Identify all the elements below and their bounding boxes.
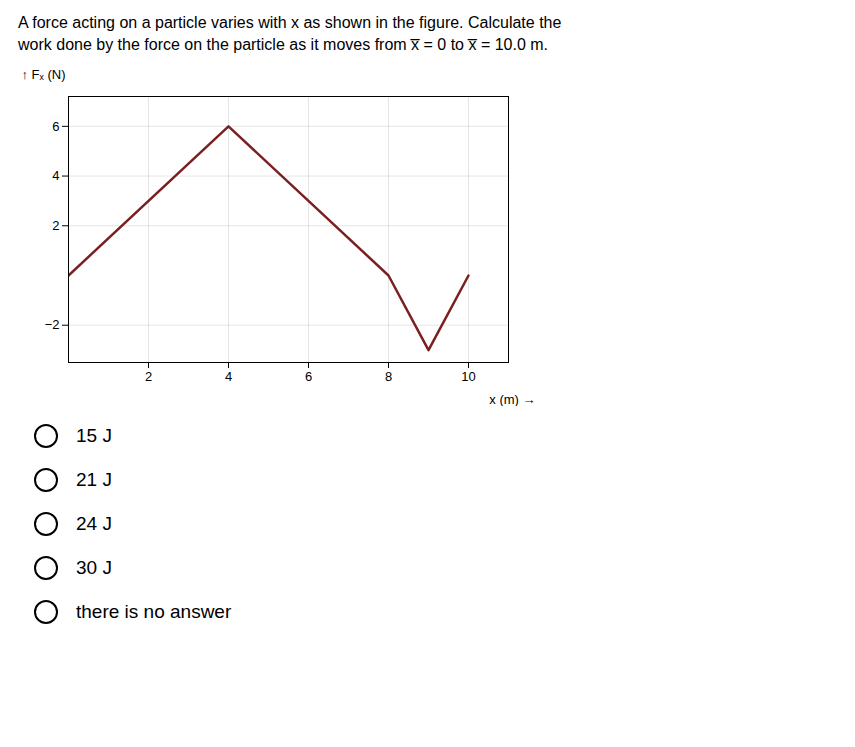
svg-text:8: 8 xyxy=(385,369,392,384)
html-text:21 J: 21 J xyxy=(76,469,112,490)
html-text:work done by the force on the: work done by the force on the particle a… xyxy=(18,36,548,53)
svg-text:4: 4 xyxy=(225,369,232,384)
svg-text:6: 6 xyxy=(52,118,59,133)
svg-text:10: 10 xyxy=(461,369,475,384)
html-text:A force acting on a particle v: A force acting on a particle varies with… xyxy=(18,14,562,31)
html-text:24 J: 24 J xyxy=(76,513,112,534)
svg-text:x (m) →: x (m) → xyxy=(489,392,535,407)
svg-text:4: 4 xyxy=(52,168,59,183)
svg-text:−2: −2 xyxy=(45,317,60,332)
svg-text:6: 6 xyxy=(305,369,312,384)
svg-text:2: 2 xyxy=(52,218,59,233)
svg-text:2: 2 xyxy=(145,369,152,384)
html-text:15 J: 15 J xyxy=(76,425,112,446)
html-text:there is no answer: there is no answer xyxy=(76,601,232,622)
svg-text:↑ Fₓ (N): ↑ Fₓ (N) xyxy=(22,67,66,82)
html-text:30 J: 30 J xyxy=(76,557,112,578)
